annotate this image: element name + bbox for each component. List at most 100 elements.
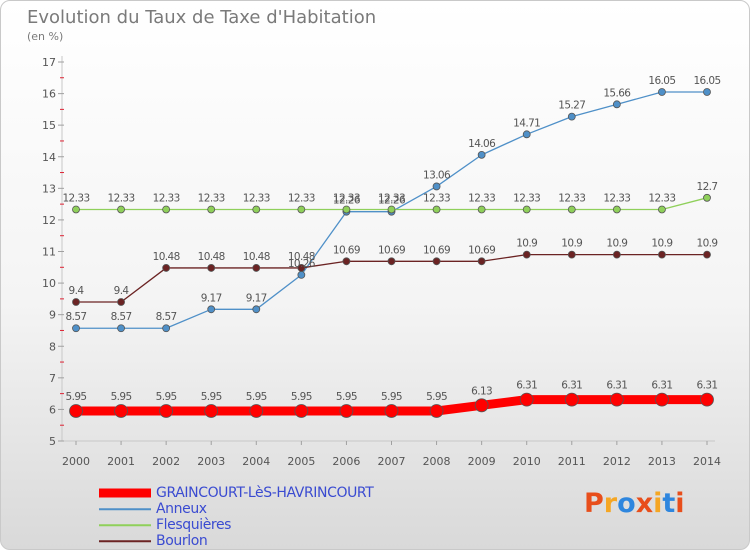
data-point-2	[477, 205, 486, 214]
data-label: 9.17	[201, 292, 222, 304]
data-label: 10.26	[288, 258, 316, 270]
data-label: 6.31	[606, 380, 627, 392]
data-point-2	[342, 205, 351, 214]
y-tick-label: 15	[42, 119, 56, 132]
y-tick-label: 5	[49, 435, 56, 448]
data-label: 9.4	[69, 285, 85, 297]
data-label: 13.06	[423, 169, 451, 181]
x-tick-label: 2005	[287, 455, 315, 468]
y-tick-label: 13	[42, 182, 56, 195]
data-point-2	[432, 205, 441, 214]
chart-title: Evolution du Taux de Taxe d'Habitation	[27, 7, 377, 28]
x-tick-label: 2007	[378, 455, 406, 468]
data-label: 10.9	[606, 238, 627, 250]
data-label: 12.26	[378, 195, 406, 207]
data-label: 12.33	[378, 192, 405, 204]
data-label: 12.33	[603, 192, 630, 204]
x-tick-label: 2002	[152, 455, 180, 468]
data-point-0	[69, 404, 83, 418]
x-tick-label: 2014	[693, 455, 721, 468]
x-tick-label: 2013	[648, 455, 676, 468]
data-label: 10.9	[651, 238, 672, 250]
data-point-1	[207, 305, 216, 314]
data-label: 10.9	[697, 238, 718, 250]
data-label: 6.31	[697, 380, 718, 392]
data-point-1	[477, 150, 486, 159]
data-point-3	[522, 250, 531, 259]
data-point-3	[252, 264, 261, 272]
data-label: 5.95	[66, 391, 87, 403]
legend-label: Anneux	[156, 501, 207, 517]
chart-unit: (en %)	[27, 30, 64, 43]
y-tick-label: 16	[42, 88, 56, 101]
data-label: 8.57	[156, 311, 177, 323]
data-point-3	[162, 264, 171, 272]
data-label: 10.69	[333, 244, 360, 256]
data-label: 12.33	[513, 192, 540, 204]
data-label: 12.26	[333, 195, 361, 207]
legend-label: Flesquières	[156, 517, 232, 533]
data-point-0	[384, 404, 399, 418]
data-point-0	[249, 404, 264, 418]
data-point-2	[522, 205, 531, 214]
data-label: 14.71	[513, 117, 540, 129]
data-point-2	[162, 205, 171, 214]
proxiti-logo: Proxiti	[584, 488, 685, 519]
data-label: 5.95	[381, 391, 402, 403]
x-tick-label: 2000	[62, 455, 90, 468]
data-point-3	[658, 250, 666, 259]
logo-letter: x	[635, 488, 654, 519]
data-label: 12.33	[243, 192, 270, 204]
y-tick-label: 9	[49, 309, 56, 322]
logo-letter: t	[662, 488, 676, 519]
data-label: 10.9	[561, 238, 582, 250]
data-point-1	[567, 112, 576, 121]
y-tick-label: 10	[42, 277, 56, 290]
y-tick-label: 7	[49, 372, 56, 385]
data-point-3	[432, 257, 441, 266]
legend-swatch	[99, 508, 151, 510]
data-point-1	[432, 182, 441, 191]
data-point-0	[474, 398, 489, 413]
data-point-0	[114, 404, 128, 418]
data-point-0	[655, 392, 669, 407]
data-label: 12.33	[108, 192, 135, 204]
data-label: 12.33	[62, 192, 89, 204]
data-point-1	[117, 324, 125, 333]
legend-label: Bourlon	[156, 533, 208, 549]
x-tick-label: 2001	[107, 455, 135, 468]
data-label: 12.33	[423, 192, 450, 204]
y-tick-label: 8	[49, 340, 56, 353]
data-point-1	[703, 88, 711, 96]
data-point-3	[612, 250, 621, 259]
data-point-0	[429, 404, 444, 418]
data-point-0	[339, 404, 354, 418]
data-label: 12.33	[648, 192, 675, 204]
data-point-1	[297, 270, 306, 279]
data-point-3	[387, 257, 396, 266]
logo-letter: i	[675, 488, 685, 519]
data-point-2	[612, 205, 621, 214]
data-point-0	[204, 404, 219, 418]
data-label: 10.69	[423, 244, 450, 256]
data-label: 9.4	[114, 285, 130, 297]
data-point-3	[342, 257, 351, 266]
data-point-1	[252, 305, 261, 314]
y-tick-label: 12	[42, 214, 56, 227]
data-point-3	[207, 264, 216, 272]
legend-label: GRAINCOURT-LèS-HAVRINCOURT	[156, 485, 374, 501]
y-tick-label: 14	[42, 151, 56, 164]
logo-letter: i	[653, 488, 663, 519]
data-label: 10.69	[378, 244, 405, 256]
logo-letter: P	[584, 488, 604, 519]
data-label: 14.06	[468, 138, 496, 150]
data-label: 12.33	[468, 192, 495, 204]
data-label: 10.48	[153, 251, 180, 263]
data-point-2	[658, 205, 666, 214]
y-tick-label: 17	[42, 56, 56, 69]
x-tick-label: 2012	[603, 455, 631, 468]
x-tick-label: 2010	[513, 455, 541, 468]
data-label: 5.95	[426, 391, 447, 403]
data-point-3	[477, 257, 486, 266]
